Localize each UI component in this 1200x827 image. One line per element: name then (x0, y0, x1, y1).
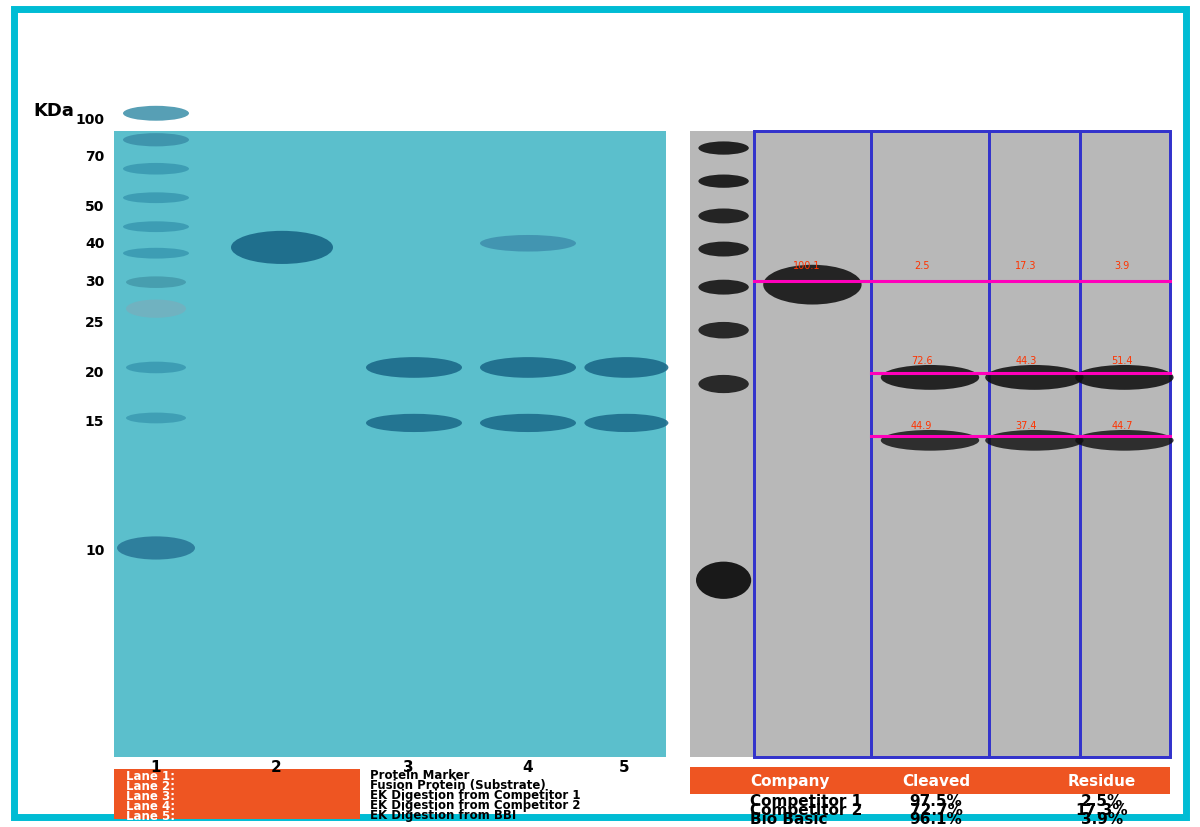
Ellipse shape (126, 277, 186, 289)
Ellipse shape (124, 222, 190, 232)
Ellipse shape (763, 265, 862, 305)
Text: 17.3: 17.3 (1015, 261, 1037, 270)
Ellipse shape (126, 300, 186, 318)
Text: 10: 10 (85, 543, 104, 557)
Ellipse shape (698, 280, 749, 295)
Ellipse shape (126, 362, 186, 374)
Text: 51.4: 51.4 (1111, 356, 1133, 366)
Text: Lane 2:: Lane 2: (126, 779, 175, 792)
Text: Lane 3:: Lane 3: (126, 789, 175, 802)
Bar (1080, 132, 1170, 757)
Bar (114, 132, 666, 757)
Text: Competitor 2: Competitor 2 (750, 802, 863, 817)
Ellipse shape (124, 134, 190, 147)
Text: EK Digestion from Competitor 2: EK Digestion from Competitor 2 (370, 798, 580, 811)
Ellipse shape (124, 249, 190, 260)
Ellipse shape (696, 562, 751, 600)
Text: 97.5%: 97.5% (910, 793, 962, 808)
Ellipse shape (698, 242, 749, 257)
Text: 37.4: 37.4 (1015, 420, 1037, 430)
Text: 1: 1 (151, 759, 161, 774)
Bar (114, 769, 360, 819)
Ellipse shape (1075, 430, 1174, 452)
Text: Lane 4:: Lane 4: (126, 799, 175, 812)
Ellipse shape (124, 194, 190, 203)
Text: Lane 5:: Lane 5: (126, 809, 175, 822)
Text: Competitor 1: Competitor 1 (750, 793, 862, 808)
Bar (754, 132, 1170, 757)
Text: Fusion Protein (Substrate): Fusion Protein (Substrate) (370, 778, 545, 791)
Ellipse shape (1075, 366, 1174, 390)
Text: 100: 100 (76, 113, 104, 127)
Ellipse shape (698, 175, 749, 189)
Ellipse shape (698, 323, 749, 339)
Ellipse shape (584, 414, 668, 433)
Ellipse shape (881, 430, 979, 452)
Text: 5: 5 (619, 759, 629, 774)
Text: Lane 1:: Lane 1: (126, 769, 175, 782)
Text: Residue: Residue (1068, 773, 1135, 788)
Text: 17.3%: 17.3% (1075, 802, 1128, 817)
Text: 40: 40 (85, 237, 104, 251)
Text: 30: 30 (85, 275, 104, 288)
Ellipse shape (126, 413, 186, 423)
Text: 44.9: 44.9 (911, 420, 932, 430)
Text: 2.5%: 2.5% (1080, 793, 1123, 808)
Ellipse shape (230, 232, 334, 265)
Ellipse shape (985, 430, 1084, 452)
Ellipse shape (118, 537, 194, 560)
Text: EK Digestion from BBI: EK Digestion from BBI (370, 808, 516, 821)
Text: 96.1%: 96.1% (910, 811, 962, 826)
Bar (871, 132, 989, 757)
Text: 100.1: 100.1 (793, 261, 820, 270)
Bar (690, 132, 1170, 757)
Text: 70: 70 (85, 151, 104, 164)
Text: 2: 2 (271, 759, 281, 774)
Text: 72.6: 72.6 (911, 356, 932, 366)
Text: EK Digestion from Competitor 1: EK Digestion from Competitor 1 (370, 788, 580, 801)
Text: 15: 15 (85, 415, 104, 428)
Text: 50: 50 (85, 200, 104, 213)
Bar (754, 132, 871, 757)
Ellipse shape (480, 357, 576, 379)
Text: 4: 4 (523, 759, 533, 774)
Ellipse shape (366, 414, 462, 433)
Text: 20: 20 (85, 366, 104, 379)
Ellipse shape (480, 414, 576, 433)
Text: 44.7: 44.7 (1111, 420, 1133, 430)
Text: 25: 25 (85, 316, 104, 329)
Text: 2.5: 2.5 (914, 261, 929, 270)
Text: 3.9: 3.9 (1115, 261, 1129, 270)
Text: KDa: KDa (34, 102, 74, 120)
Text: 72.7%: 72.7% (910, 802, 962, 817)
Ellipse shape (881, 366, 979, 390)
Text: 3: 3 (403, 759, 413, 774)
Ellipse shape (480, 236, 576, 252)
Ellipse shape (366, 357, 462, 379)
Text: 44.3: 44.3 (1015, 356, 1037, 366)
Ellipse shape (698, 142, 749, 155)
Ellipse shape (584, 357, 668, 379)
Ellipse shape (124, 107, 190, 122)
Ellipse shape (698, 209, 749, 224)
Bar (690, 767, 1170, 794)
Bar (989, 132, 1080, 757)
Ellipse shape (698, 375, 749, 394)
Text: Cleaved: Cleaved (902, 773, 970, 788)
Ellipse shape (985, 366, 1084, 390)
Text: Company: Company (750, 773, 829, 788)
Ellipse shape (124, 164, 190, 175)
Text: 3.9%: 3.9% (1080, 811, 1123, 826)
Text: Protein Marker: Protein Marker (370, 768, 469, 782)
Text: Bio Basic: Bio Basic (750, 811, 828, 826)
